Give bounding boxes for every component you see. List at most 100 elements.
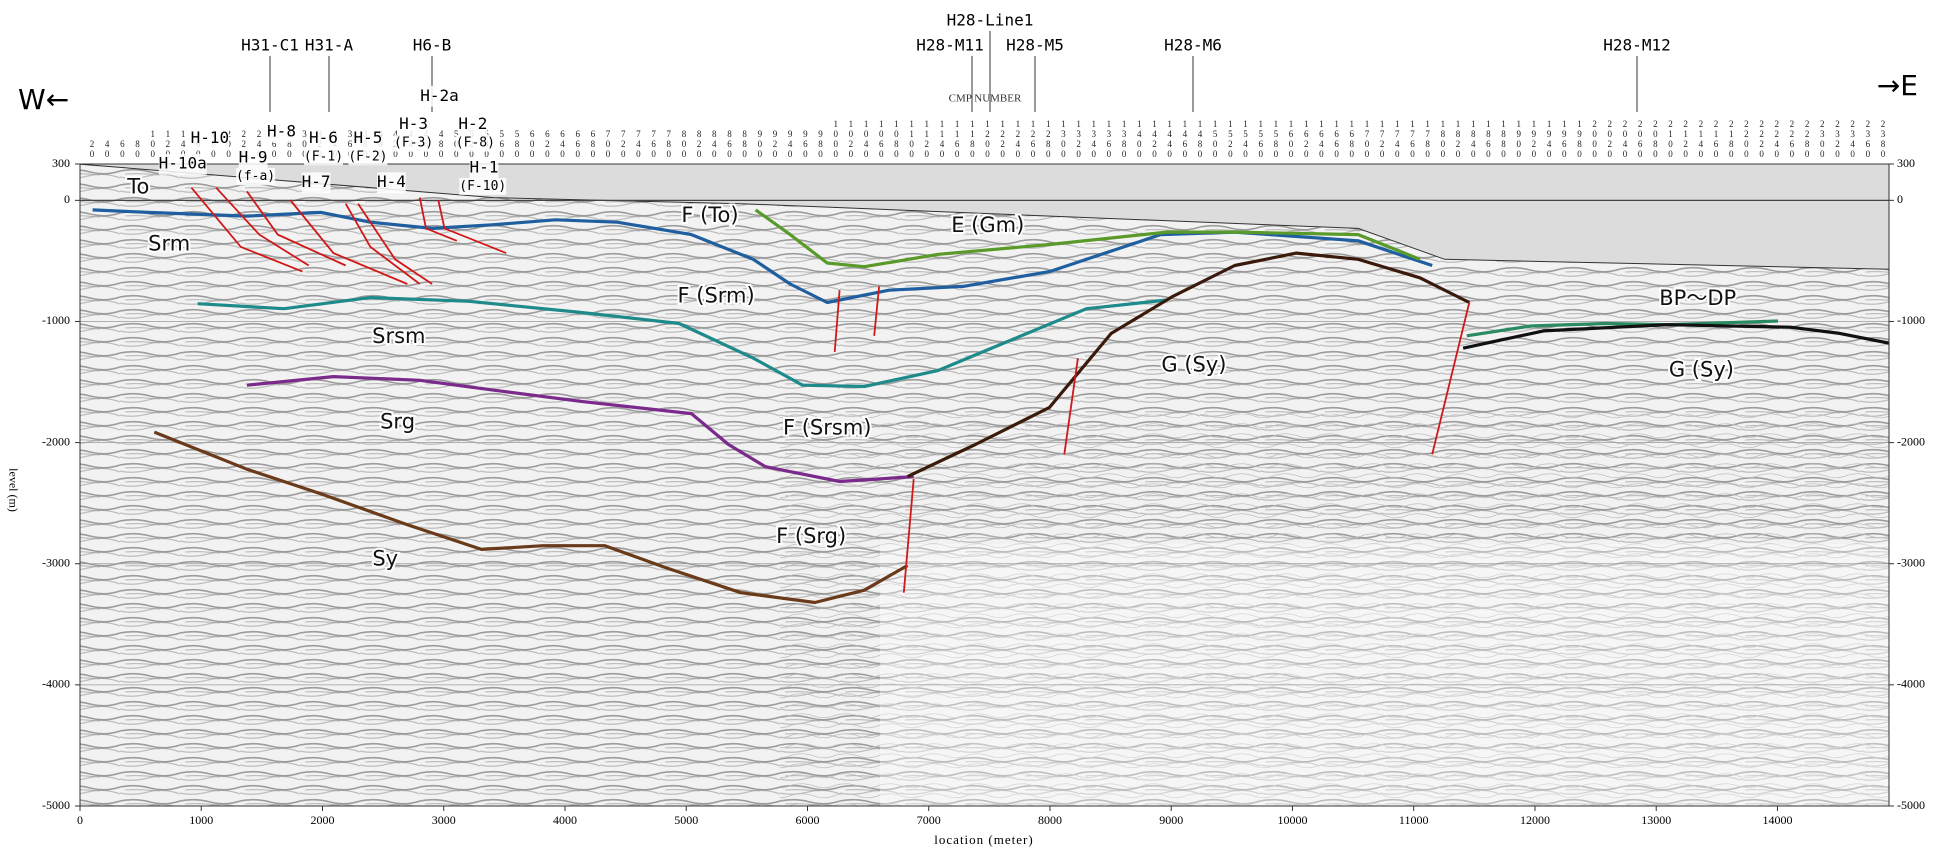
fault — [1063, 357, 1079, 455]
x-tick-label: 14000 — [1762, 813, 1792, 827]
formation-label: Srsm — [372, 324, 425, 348]
fault-label-bg — [301, 172, 331, 194]
fault-label-bg — [267, 121, 296, 143]
fault — [418, 197, 458, 242]
x-tick-label: 6000 — [795, 813, 819, 827]
fault — [246, 190, 347, 267]
formation-label: F (Srsm) — [783, 415, 872, 439]
fault — [1431, 302, 1471, 455]
x-tick-label: 4000 — [553, 813, 577, 827]
formation-label: F (Srm) — [678, 283, 755, 307]
y-tick-label-right: -5000 — [1897, 798, 1925, 812]
formation-label: G (Sy) — [1161, 352, 1226, 376]
annotations: 300 3000 0-1000 -1000-2000 -2000-3000 -3000-4… — [6, 11, 1925, 847]
fault-label: H-9 — [239, 148, 268, 167]
west-label: W← — [18, 83, 69, 116]
fault — [833, 290, 841, 352]
fault-label: H-10a — [159, 154, 207, 173]
fault-label: H-7 — [302, 172, 331, 191]
plot-area — [80, 164, 1889, 806]
formation-label: F (Srg) — [776, 524, 846, 548]
formation-label: Sy — [372, 546, 398, 570]
y-tick-label-right: -3000 — [1897, 555, 1925, 569]
x-tick-label: 13000 — [1641, 813, 1671, 827]
y-tick-label-right: 0 — [1897, 192, 1903, 206]
fault — [902, 479, 915, 593]
seismic-fade — [880, 544, 1889, 806]
fault-label-bg — [238, 147, 268, 169]
well-label: H28-Line1 — [947, 11, 1034, 30]
fault-label: H-2a — [420, 86, 459, 105]
well-label: H6-B — [413, 36, 452, 55]
fault-label-bg — [303, 148, 343, 166]
well-label: H28-M6 — [1164, 36, 1222, 55]
x-tick-label: 1000 — [189, 813, 213, 827]
fault-label-bg — [458, 114, 488, 136]
y-tick-label-right: -1000 — [1897, 313, 1925, 327]
formation-label: To — [126, 175, 149, 199]
sea-floor — [80, 164, 1889, 270]
x-tick-label: 2000 — [310, 813, 334, 827]
fault-label: (F-2) — [348, 149, 387, 164]
y-tick-label: -4000 — [42, 677, 70, 691]
y-tick-label-right: 300 — [1897, 156, 1915, 170]
east-label: →E — [1877, 69, 1918, 102]
formation-label: E (Gm) — [951, 213, 1024, 237]
fault-label: H-8 — [267, 122, 296, 141]
x-tick-label: 12000 — [1520, 813, 1550, 827]
formation-label: Srm — [148, 231, 190, 255]
y-tick-label-right: -2000 — [1897, 434, 1925, 448]
x-tick-label: 7000 — [917, 813, 941, 827]
fault-label: H-4 — [377, 172, 406, 191]
fault — [344, 203, 421, 285]
horizon — [246, 375, 914, 484]
